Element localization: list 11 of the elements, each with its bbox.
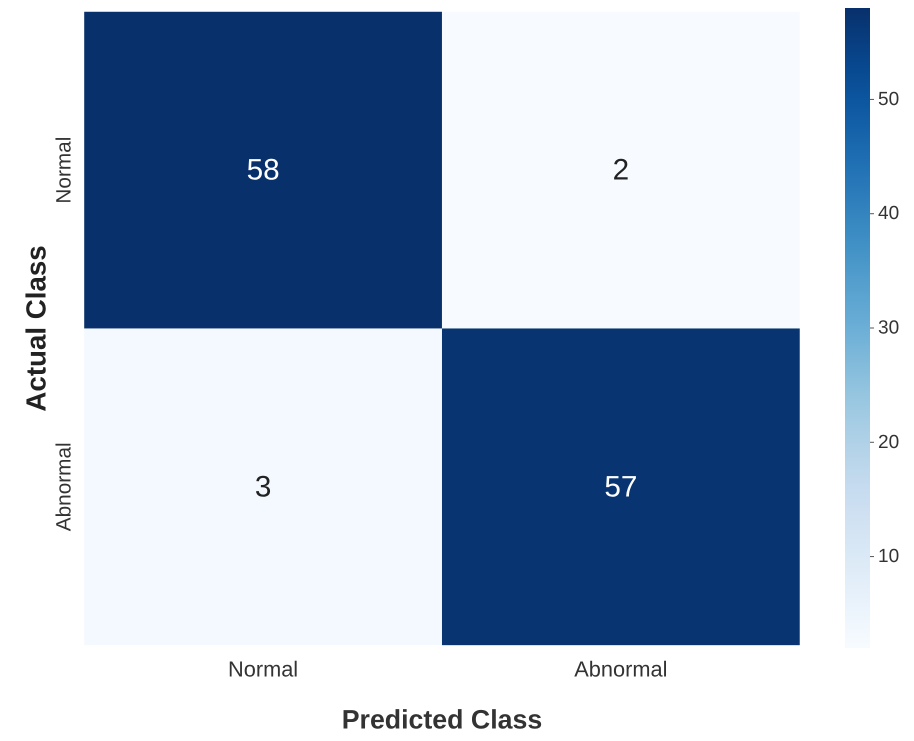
color-bar-label: 10	[878, 546, 899, 568]
data-label: 3	[254, 470, 272, 504]
data-label: 57	[604, 470, 638, 504]
color-bar-label: 30	[878, 318, 899, 338]
data-label: 58	[246, 154, 280, 187]
color-bar-label: 40	[878, 203, 899, 224]
color-bar-label: 50	[878, 88, 899, 110]
data-label: 2	[612, 154, 630, 187]
y-axis-title: Actual Class	[20, 245, 52, 412]
x-axis-title: Predicted Class	[342, 704, 542, 734]
color-bar-label: 20	[878, 432, 899, 453]
